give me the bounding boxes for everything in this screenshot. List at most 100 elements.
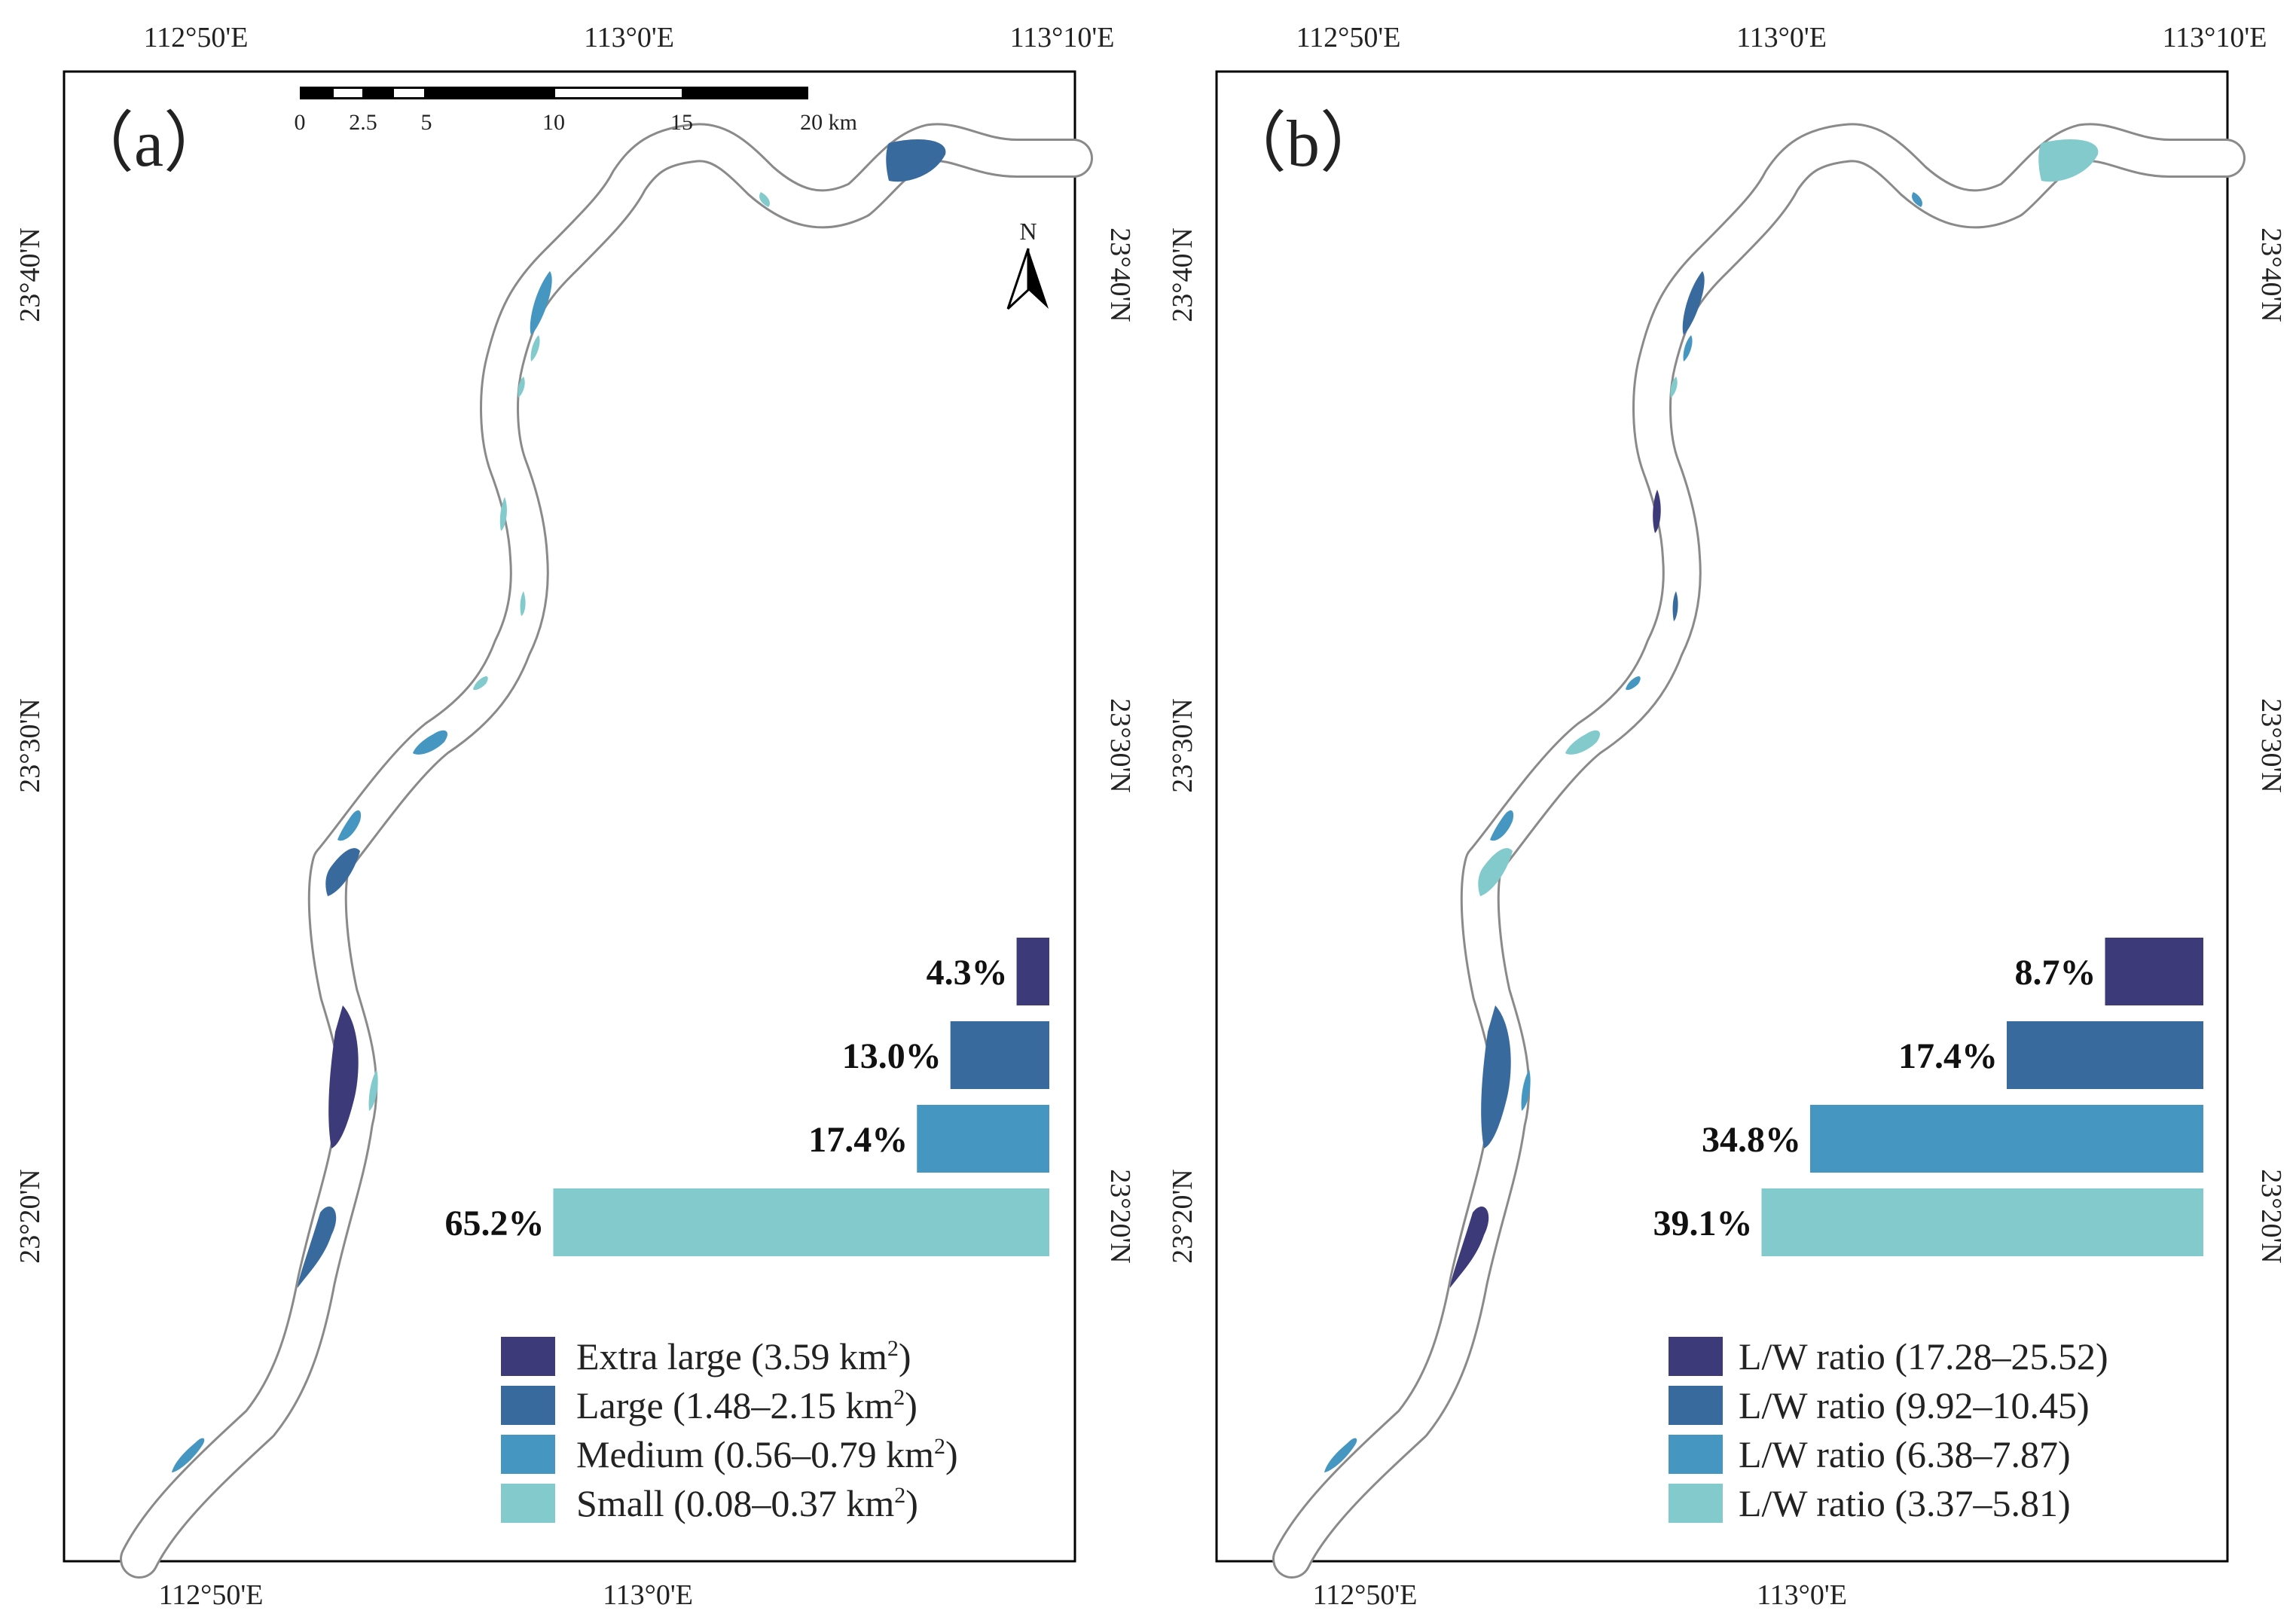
- scale-label: 0: [295, 110, 306, 135]
- legend-label: L/W ratio (17.28–25.52): [1739, 1335, 2108, 1377]
- sandbar-small: [518, 377, 525, 398]
- percentage-bars: 8.7% 17.4% 34.8% 39.1%: [1653, 938, 2203, 1256]
- sandbar-medium: [530, 271, 552, 335]
- legend-label: Extra large (3.59 km2): [576, 1335, 911, 1377]
- legend-swatch-small: [501, 1484, 555, 1523]
- sandbar-medium: [413, 730, 448, 755]
- bottom-tick-label: 112°50'E: [1313, 1579, 1418, 1611]
- scale-label: 20 km: [800, 110, 857, 135]
- sandbar-small: [1478, 848, 1513, 896]
- bar-value-label: 13.0%: [842, 1036, 942, 1076]
- bar-value-label: 4.3%: [927, 953, 1008, 993]
- sandbar-medium: [1324, 1438, 1357, 1472]
- sandbar-small: [759, 192, 770, 207]
- legend-swatch-large: [501, 1386, 555, 1425]
- sandbar-large: [325, 848, 360, 896]
- sandbar-small: [368, 1069, 378, 1111]
- legend-label: Medium (0.56–0.79 km2): [576, 1433, 958, 1475]
- sandbar-small: [473, 676, 488, 691]
- legend-swatch-large: [1669, 1386, 1723, 1425]
- right-tick-label: 23°30'N: [1104, 698, 1136, 793]
- legend-swatch-medium: [1669, 1435, 1723, 1474]
- bar-extra-large: [1016, 938, 1049, 1005]
- panel-label: （a）: [68, 108, 230, 181]
- legend-label: Small (0.08–0.37 km2): [576, 1482, 918, 1524]
- right-tick-label: 23°30'N: [2255, 698, 2287, 793]
- sandbar-islands: [172, 139, 946, 1472]
- north-label: N: [1019, 218, 1037, 245]
- left-tick-label: 23°40'N: [14, 227, 46, 322]
- scale-bar: 0 2.5 5 10 15 20 km: [295, 87, 857, 135]
- sandbar-small: [499, 497, 507, 531]
- legend-swatch-extra-large: [501, 1337, 555, 1376]
- coordinate-ticks: 112°50'E 113°0'E 113°10'E 112°50'E 113°0…: [14, 22, 1136, 1611]
- right-tick-label: 23°20'N: [1104, 1169, 1136, 1264]
- sandbar-medium: [1912, 192, 1922, 207]
- sandbar-extra-large: [328, 1005, 359, 1149]
- sandbar-medium: [172, 1438, 205, 1472]
- legend-label: L/W ratio (3.37–5.81): [1739, 1482, 2071, 1524]
- bar-value-label: 17.4%: [808, 1120, 908, 1160]
- top-tick-label: 112°50'E: [1296, 22, 1401, 53]
- right-tick-label: 23°40'N: [2255, 227, 2287, 322]
- north-arrow-icon: [1028, 249, 1049, 309]
- bar-small: [1761, 1188, 2203, 1256]
- legend-label: L/W ratio (9.92–10.45): [1739, 1384, 2090, 1426]
- sandbar-large: [1682, 271, 1705, 335]
- sandbar-medium: [1683, 335, 1693, 362]
- sandbar-medium: [1626, 676, 1641, 691]
- bottom-tick-label: 113°0'E: [603, 1579, 693, 1611]
- legend-label: L/W ratio (6.38–7.87): [1739, 1433, 2071, 1475]
- bar-extra-large: [2105, 938, 2203, 1005]
- bar-medium: [1810, 1105, 2203, 1173]
- sandbar-medium: [337, 810, 362, 841]
- coordinate-ticks: 112°50'E 113°0'E 113°10'E 112°50'E 113°0…: [1167, 22, 2287, 1611]
- scale-label: 15: [670, 110, 693, 135]
- bar-value-label: 39.1%: [1653, 1204, 1753, 1243]
- legend: Extra large (3.59 km2) Large (1.48–2.15 …: [501, 1335, 958, 1524]
- bar-medium: [917, 1105, 1049, 1173]
- panel-b: 8.7% 17.4% 34.8% 39.1% L/W ratio (17.28–25.…: [1167, 22, 2287, 1611]
- sandbar-small: [1565, 730, 1601, 755]
- bar-value-label: 8.7%: [2015, 953, 2096, 993]
- legend-swatch-small: [1669, 1484, 1723, 1523]
- sandbar-islands: [1324, 139, 2099, 1472]
- sandbar-small: [1670, 377, 1678, 398]
- bar-value-label: 65.2%: [444, 1204, 544, 1243]
- bar-large: [950, 1021, 1049, 1089]
- north-arrow: N: [1006, 218, 1049, 310]
- left-tick-label: 23°20'N: [1167, 1169, 1198, 1264]
- legend-swatch-extra-large: [1669, 1337, 1723, 1376]
- scale-label: 2.5: [349, 110, 377, 135]
- percentage-bars: 4.3% 13.0% 17.4% 65.2%: [444, 938, 1049, 1256]
- right-tick-label: 23°20'N: [2255, 1169, 2287, 1264]
- left-tick-label: 23°30'N: [1167, 698, 1198, 793]
- sandbar-large: [1672, 591, 1678, 621]
- legend-swatch-medium: [501, 1435, 555, 1474]
- top-tick-label: 113°10'E: [2163, 22, 2267, 53]
- sandbar-extra-large: [1450, 1206, 1489, 1288]
- bar-large: [2007, 1021, 2203, 1089]
- bar-value-label: 17.4%: [1898, 1036, 1998, 1076]
- right-tick-label: 23°40'N: [1104, 227, 1136, 322]
- bottom-tick-label: 113°0'E: [1757, 1579, 1847, 1611]
- north-arrow-icon: [1006, 248, 1030, 310]
- bar-value-label: 34.8%: [1702, 1120, 1801, 1160]
- sandbar-medium: [1521, 1069, 1531, 1111]
- map-frame: [1215, 70, 2229, 1563]
- top-tick-label: 112°50'E: [144, 22, 249, 53]
- sandbar-small: [520, 591, 526, 616]
- bar-small: [553, 1188, 1049, 1256]
- left-tick-label: 23°20'N: [14, 1169, 46, 1264]
- sandbar-large: [298, 1206, 337, 1288]
- bottom-tick-label: 112°50'E: [159, 1579, 264, 1611]
- top-tick-label: 113°0'E: [1736, 22, 1827, 53]
- legend: L/W ratio (17.28–25.52) L/W ratio (9.92–…: [1669, 1335, 2108, 1524]
- panel-a: 4.3% 13.0% 17.4% 65.2% Extra large (3.59 km…: [14, 22, 1136, 1611]
- sandbar-extra-large: [1653, 490, 1661, 533]
- sandbar-large: [1481, 1005, 1511, 1149]
- top-tick-label: 113°10'E: [1010, 22, 1115, 53]
- map-frame: [63, 70, 1076, 1563]
- scale-label: 5: [421, 110, 432, 135]
